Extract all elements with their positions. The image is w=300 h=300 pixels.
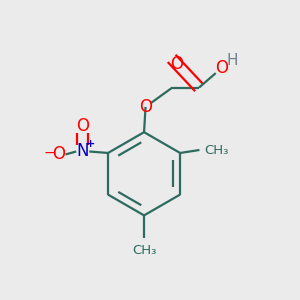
Text: CH₃: CH₃ <box>132 244 156 256</box>
Text: CH₃: CH₃ <box>204 143 228 157</box>
Text: O: O <box>170 55 183 73</box>
Text: −: − <box>44 146 55 160</box>
Text: O: O <box>139 98 152 116</box>
Text: H: H <box>227 53 239 68</box>
Text: +: + <box>85 139 95 149</box>
Text: N: N <box>76 142 89 160</box>
Text: O: O <box>76 117 89 135</box>
Text: O: O <box>215 59 228 77</box>
Text: O: O <box>52 146 65 164</box>
